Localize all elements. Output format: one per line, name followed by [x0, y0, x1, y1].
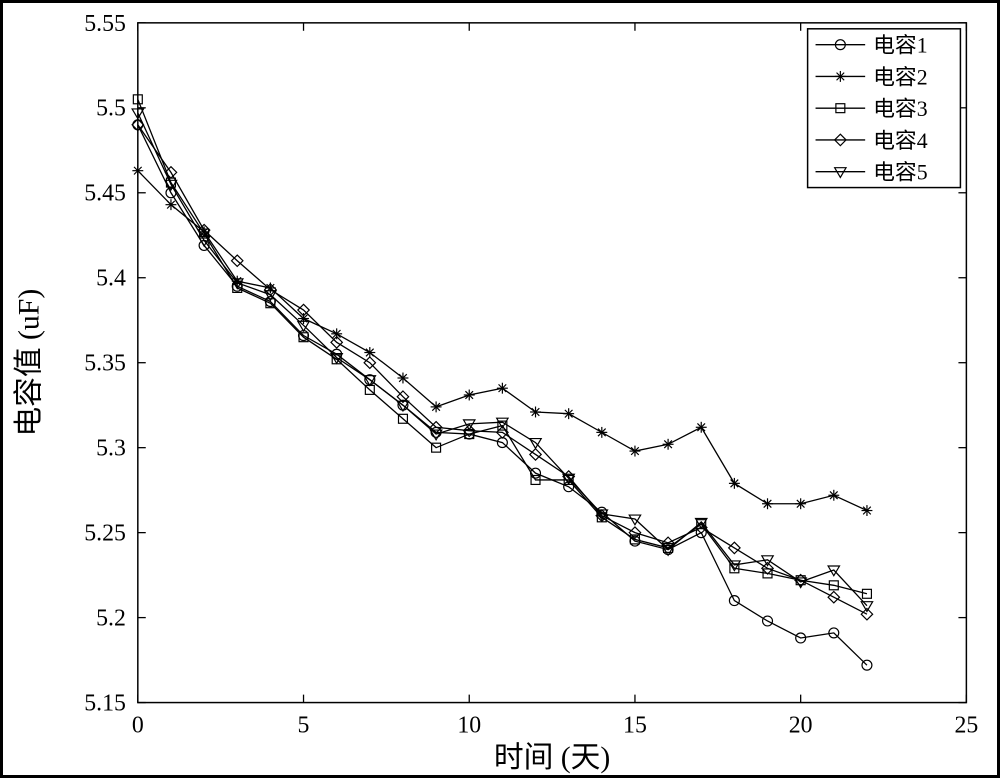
svg-text:25: 25 [954, 712, 978, 738]
svg-text:0: 0 [132, 712, 144, 738]
legend-item-label: 电容2 [873, 65, 928, 89]
svg-text:5.25: 5.25 [84, 521, 126, 547]
chart-legend: 电容1 电容2 电容3 电容4 电容5 [808, 29, 961, 188]
svg-text:5.15: 5.15 [84, 691, 126, 717]
legend-item-label: 电容3 [873, 97, 928, 121]
series-4 [132, 119, 873, 620]
legend-item-label: 电容1 [873, 34, 928, 58]
series-1 [133, 120, 872, 670]
svg-text:5.3: 5.3 [96, 436, 126, 462]
legend-item-label: 电容4 [873, 129, 928, 153]
svg-text:20: 20 [789, 712, 813, 738]
svg-text:15: 15 [623, 712, 647, 738]
chart-container: 0 5 10 15 20 25 5.15 5.2 5.25 5.3 5.35 5.4 5.45 5.5 5.… [0, 0, 1000, 778]
svg-text:5.35: 5.35 [84, 351, 126, 377]
y-axis-label: 电容值 (uF) [13, 289, 46, 437]
svg-text:5.5: 5.5 [96, 96, 126, 122]
svg-text:5.45: 5.45 [84, 181, 126, 207]
svg-text:5.2: 5.2 [96, 606, 126, 632]
svg-text:5: 5 [298, 712, 310, 738]
series-3 [133, 95, 871, 598]
svg-text:5.55: 5.55 [84, 11, 126, 37]
capacitance-line-chart: 0 5 10 15 20 25 5.15 5.2 5.25 5.3 5.35 5.4 5.45 5.5 5.… [3, 3, 997, 775]
series-2 [132, 165, 872, 516]
svg-text:5.4: 5.4 [96, 266, 126, 292]
legend-item-label: 电容5 [873, 161, 928, 185]
series-5 [132, 109, 873, 611]
x-axis-label: 时间 (天) [494, 741, 611, 774]
svg-text:10: 10 [457, 712, 481, 738]
